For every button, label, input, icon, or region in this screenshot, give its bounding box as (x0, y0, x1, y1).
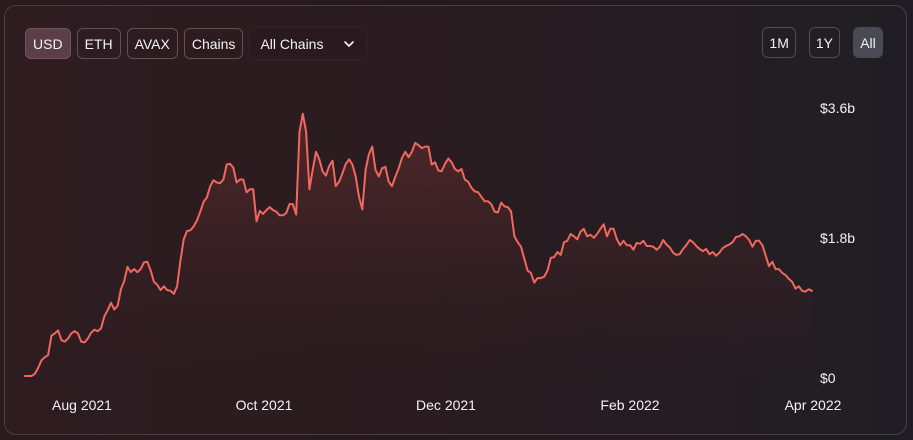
x-tick-label-oct-2021: Oct 2021 (235, 397, 293, 413)
y-tick-label-0: $0 (820, 370, 836, 386)
chain-dropdown-value: All Chains (260, 35, 324, 52)
eth-button[interactable]: ETH (76, 28, 121, 59)
range-toolbar: 1M 1Y All (762, 27, 883, 58)
denomination-toolbar: USD ETH AVAX Chains All Chains (25, 27, 368, 60)
range-all-button[interactable]: All (853, 27, 883, 58)
usd-button[interactable]: USD (25, 28, 71, 59)
chain-dropdown[interactable]: All Chains (249, 27, 368, 60)
range-1y-button[interactable]: 1Y (808, 27, 840, 58)
chart-card (4, 5, 907, 435)
chevron-down-icon (344, 40, 355, 47)
x-tick-label-aug-2021: Aug 2021 (52, 397, 112, 413)
y-tick-label-1-8b: $1.8b (820, 230, 856, 246)
x-tick-label-feb-2022: Feb 2022 (600, 397, 660, 413)
chains-button[interactable]: Chains (183, 28, 244, 59)
x-tick-label-apr-2022: Apr 2022 (784, 397, 842, 413)
x-tick-label-dec-2021: Dec 2021 (416, 397, 476, 413)
range-1m-button[interactable]: 1M (762, 27, 796, 58)
y-tick-label-3-6b: $3.6b (820, 100, 856, 116)
avax-button[interactable]: AVAX (126, 28, 178, 59)
